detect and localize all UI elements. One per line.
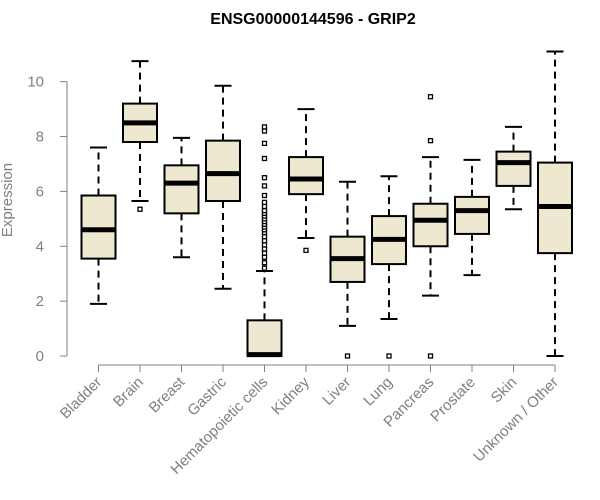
chart-title: ENSG00000144596 - GRIP2 [210, 11, 416, 28]
box-body [454, 195, 490, 235]
box-4 [246, 124, 283, 358]
x-tick-label: Liver [319, 374, 354, 409]
outlier-point [386, 353, 392, 359]
x-tick-label: Prostate [427, 374, 479, 426]
y-tick-label: 6 [36, 183, 44, 200]
boxplot-series [80, 50, 573, 359]
box-body [412, 202, 449, 248]
outlier-point [261, 265, 268, 271]
box-10 [495, 125, 532, 211]
x-tick-label: Kidney [268, 373, 313, 418]
outlier-point [261, 183, 268, 189]
outlier-point [427, 137, 434, 144]
outlier-point [261, 242, 268, 248]
box-7 [371, 175, 407, 359]
outlier-point [261, 128, 268, 134]
box-2 [163, 136, 200, 259]
box-body [205, 139, 241, 202]
box-5 [288, 108, 324, 254]
outlier-point [261, 199, 268, 206]
y-tick-label: 8 [36, 129, 44, 146]
outlier-point [261, 203, 268, 210]
y-axis-label: Expression [0, 163, 16, 237]
box-body [495, 150, 532, 187]
outlier-point [137, 206, 143, 212]
outlier-point [303, 247, 309, 254]
outlier-point [261, 175, 268, 181]
outlier-point [261, 254, 268, 260]
outlier-point [261, 238, 268, 244]
box-body [163, 164, 200, 215]
outlier-point [261, 192, 268, 199]
outlier-point [427, 94, 434, 100]
y-tick-label: 4 [36, 238, 44, 255]
outlier-point [261, 155, 268, 162]
box-body [80, 194, 117, 260]
box-8 [412, 94, 449, 359]
outlier-point [261, 260, 268, 266]
outlier-point [427, 353, 434, 359]
outlier-point [261, 250, 268, 256]
y-tick-label: 10 [27, 74, 44, 91]
x-tick-label: Skin [488, 374, 521, 407]
y-axis: 0 2 4 6 8 10 [27, 74, 68, 365]
box-body [246, 319, 283, 357]
outlier-point [344, 353, 351, 359]
outlier-point [261, 234, 268, 240]
x-tick-label: Lung [360, 374, 396, 410]
x-tick-label: Breast [146, 373, 189, 416]
outlier-point [261, 124, 268, 130]
y-tick-label: 0 [36, 348, 44, 365]
box-3 [205, 84, 241, 290]
outlier-point [261, 246, 268, 252]
box-6 [329, 180, 366, 359]
box-11 [537, 50, 573, 357]
box-9 [454, 158, 490, 277]
y-tick-label: 2 [36, 293, 44, 310]
box-body [288, 156, 324, 196]
outlier-point [261, 207, 268, 214]
x-tick-label: Brain [110, 374, 147, 411]
box-1 [122, 60, 158, 212]
x-tick-label: Bladder [57, 374, 106, 423]
box-0 [80, 146, 117, 305]
outlier-point [261, 140, 268, 147]
